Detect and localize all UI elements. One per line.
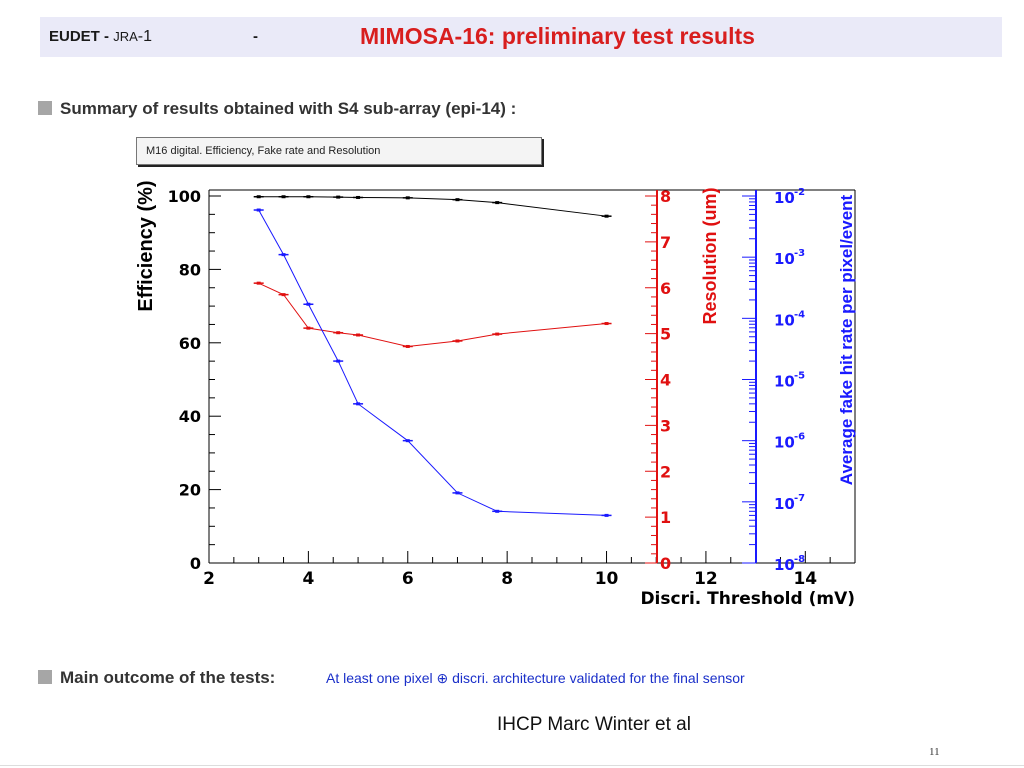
y-tick-label-fake-rate: 10 (774, 311, 795, 329)
x-tick-label: 10 (595, 569, 619, 589)
page-number: 11 (929, 746, 940, 758)
y-tick-label-fake-rate-exponent: -5 (794, 371, 805, 382)
y-tick-label-fake-rate: 10 (774, 434, 795, 452)
data-point (495, 332, 500, 336)
data-point (405, 196, 410, 200)
y-tick-label-efficiency: 0 (190, 554, 201, 573)
x-tick-label: 8 (501, 569, 513, 589)
y-tick-label-efficiency: 80 (179, 260, 201, 279)
data-point (455, 198, 460, 202)
header-separator: - (99, 28, 114, 45)
data-point (604, 513, 609, 517)
y-tick-label-resolution: 3 (660, 416, 671, 435)
y-tick-label-resolution: 2 (660, 462, 671, 481)
series-line-2 (258, 209, 607, 516)
y-tick-label-efficiency: 20 (179, 481, 201, 500)
plot-title: M16 digital. Efficiency, Fake rate and R… (146, 145, 381, 157)
y-tick-label-fake-rate-exponent: -4 (794, 309, 805, 320)
slide-title: MIMOSA-16: preliminary test results (360, 23, 755, 49)
x-axis-label: Discri. Threshold (mV) (640, 589, 855, 609)
y-tick-label-fake-rate: 10 (774, 556, 795, 574)
data-point (281, 293, 286, 297)
bullet-square-icon (38, 101, 52, 115)
x-tick-label: 12 (694, 569, 718, 589)
data-point (405, 439, 410, 443)
y-tick-label-fake-rate-exponent: -2 (794, 187, 805, 198)
summary-heading: Summary of results obtained with S4 sub-… (60, 99, 517, 118)
y-tick-label-efficiency: 40 (179, 407, 201, 426)
series-line-1 (258, 282, 607, 347)
header-jra-number: -1 (137, 28, 152, 45)
y-tick-label-fake-rate-exponent: -8 (794, 554, 805, 565)
data-point (604, 214, 609, 218)
x-tick-label: 4 (302, 569, 314, 589)
footer-divider (0, 765, 1024, 766)
y-axis-label-efficiency: Efficiency (%) (135, 180, 157, 311)
data-point (356, 333, 361, 337)
y-tick-label-fake-rate-exponent: -3 (794, 248, 805, 259)
header-jra: JRA (113, 29, 138, 44)
y-tick-label-fake-rate-exponent: -7 (794, 493, 805, 504)
x-tick-label: 14 (793, 569, 817, 589)
outcome-text: At least one pixel ⊕ discri. architectur… (326, 670, 745, 686)
data-point (405, 344, 410, 348)
header-org: EUDET - JRA-1 (49, 28, 152, 46)
plot-title-box: M16 digital. Efficiency, Fake rate and R… (136, 137, 542, 165)
y-tick-label-fake-rate: 10 (774, 495, 795, 513)
data-point (336, 331, 341, 335)
outcome-label: Main outcome of the tests: (60, 668, 276, 687)
data-point (495, 201, 500, 205)
y-tick-label-fake-rate: 10 (774, 189, 795, 207)
data-point (336, 195, 341, 199)
data-point (356, 402, 361, 406)
y-tick-label-resolution: 8 (660, 187, 671, 206)
data-point (281, 253, 286, 257)
y-tick-label-resolution: 7 (660, 233, 671, 252)
data-point (495, 509, 500, 513)
y-tick-label-resolution: 6 (660, 279, 671, 298)
data-point (455, 339, 460, 343)
y-tick-label-resolution: 4 (660, 371, 671, 390)
data-point (256, 281, 261, 285)
header-org-name: EUDET (49, 28, 100, 45)
data-point (455, 491, 460, 495)
data-point (336, 359, 341, 363)
data-point (256, 208, 261, 212)
footer-author: IHCP Marc Winter et al (497, 714, 691, 735)
y-tick-label-fake-rate: 10 (774, 373, 795, 391)
bullet-square-icon (38, 670, 52, 684)
y-tick-label-resolution: 0 (660, 554, 671, 573)
data-point (256, 195, 261, 199)
y-tick-label-efficiency: 60 (179, 334, 201, 353)
y-tick-label-fake-rate-exponent: -6 (794, 432, 805, 443)
y-tick-label-resolution: 5 (660, 325, 671, 344)
data-point (281, 195, 286, 199)
series-line-0 (258, 196, 607, 217)
y-tick-label-fake-rate: 10 (774, 250, 795, 268)
x-tick-label: 2 (203, 569, 215, 589)
data-point (306, 302, 311, 306)
slide-header: EUDET - JRA-1 - MIMOSA-16: preliminary t… (40, 17, 1002, 57)
y-axis-label-fake-rate: Average fake hit rate per pixel/event (837, 194, 856, 485)
y-axis-label-resolution: Resolution (um) (700, 188, 720, 325)
data-point (604, 322, 609, 326)
y-tick-label-efficiency: 100 (168, 187, 201, 206)
header-dash: - (253, 28, 258, 45)
data-point (306, 195, 311, 199)
data-point (306, 326, 311, 330)
y-tick-label-resolution: 1 (660, 508, 671, 527)
x-tick-label: 6 (402, 569, 414, 589)
data-point (356, 195, 361, 199)
